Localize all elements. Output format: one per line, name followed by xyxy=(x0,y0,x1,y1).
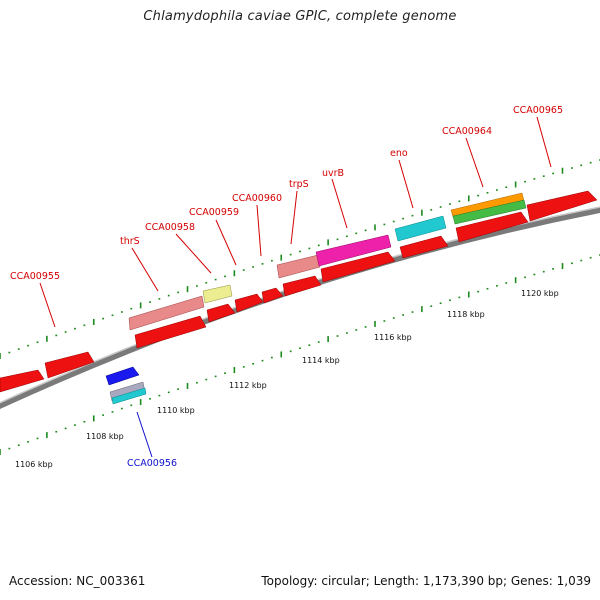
scale-label: 1116 kbp xyxy=(374,333,412,342)
upper-tick-track xyxy=(0,159,600,359)
gene-label-CCA00960[interactable]: CCA00960 xyxy=(232,193,282,204)
gene-label-group: CCA00955 thrS CCA00958 CCA00959 CCA00960… xyxy=(10,105,563,469)
scale-tick-track xyxy=(0,254,600,455)
gene-thrS-pink[interactable] xyxy=(128,295,205,331)
gene-eno-cyan[interactable] xyxy=(394,215,447,242)
gene-label-CCA00956[interactable]: CCA00956 xyxy=(127,458,177,469)
cds-arrow-CCA00960[interactable] xyxy=(261,287,284,304)
cds-arrow-CCA00964[interactable] xyxy=(455,211,529,243)
gene-blocks xyxy=(0,190,598,405)
gene-trpS-pink[interactable] xyxy=(276,254,321,279)
accession-text: Accession: NC_003361 xyxy=(9,574,146,588)
gene-CCA00956-cyan[interactable] xyxy=(111,387,147,405)
cds-arrow-uvrB[interactable] xyxy=(320,251,396,283)
gene-label-uvrB[interactable]: uvrB xyxy=(322,168,344,179)
scale-label: 1110 kbp xyxy=(157,406,195,415)
genome-backbone-highlight xyxy=(0,206,600,404)
cds-arrow-thrS[interactable] xyxy=(134,315,207,349)
cds-arrow-eno[interactable] xyxy=(399,235,449,259)
gene-label-eno[interactable]: eno xyxy=(390,148,408,159)
scale-label: 1118 kbp xyxy=(447,310,485,319)
gene-label-CCA00959[interactable]: CCA00959 xyxy=(189,207,239,218)
scale-label: 1108 kbp xyxy=(86,432,124,441)
gene-yellow[interactable] xyxy=(202,284,233,304)
gene-label-CCA00958[interactable]: CCA00958 xyxy=(145,222,195,233)
genome-summary-text: Topology: circular; Length: 1,173,390 bp… xyxy=(261,574,591,588)
cds-arrow-CCA00958[interactable] xyxy=(206,303,236,323)
genome-backbone xyxy=(0,206,600,410)
gene-label-CCA00964[interactable]: CCA00964 xyxy=(442,126,492,137)
gene-CCA00956-arrow[interactable] xyxy=(105,366,140,386)
gene-label-CCA00965[interactable]: CCA00965 xyxy=(513,105,563,116)
gene-CCA00964-green[interactable] xyxy=(452,199,527,225)
scale-label: 1120 kbp xyxy=(521,289,559,298)
gene-uvrB-magenta[interactable] xyxy=(315,234,392,267)
gene-label-CCA00955[interactable]: CCA00955 xyxy=(10,271,60,282)
cds-arrow[interactable] xyxy=(44,351,95,379)
gene-label-trpS[interactable]: trpS xyxy=(289,179,309,190)
scale-label: 1112 kbp xyxy=(229,381,267,390)
scale-label-group: 1106 kbp 1108 kbp 1110 kbp 1112 kbp 1114… xyxy=(15,289,559,469)
label-leaders xyxy=(39,116,552,458)
cds-arrow-CCA00965[interactable] xyxy=(526,190,598,222)
map-title: Chlamydophila caviae GPIC, complete geno… xyxy=(143,9,457,24)
cds-arrow-trpS[interactable] xyxy=(282,275,322,297)
cds-arrow-CCA00959[interactable] xyxy=(234,293,264,313)
scale-label: 1114 kbp xyxy=(302,356,340,365)
cds-arrow[interactable] xyxy=(0,369,45,393)
gene-label-thrS[interactable]: thrS xyxy=(120,236,140,247)
scale-label: 1106 kbp xyxy=(15,460,53,469)
